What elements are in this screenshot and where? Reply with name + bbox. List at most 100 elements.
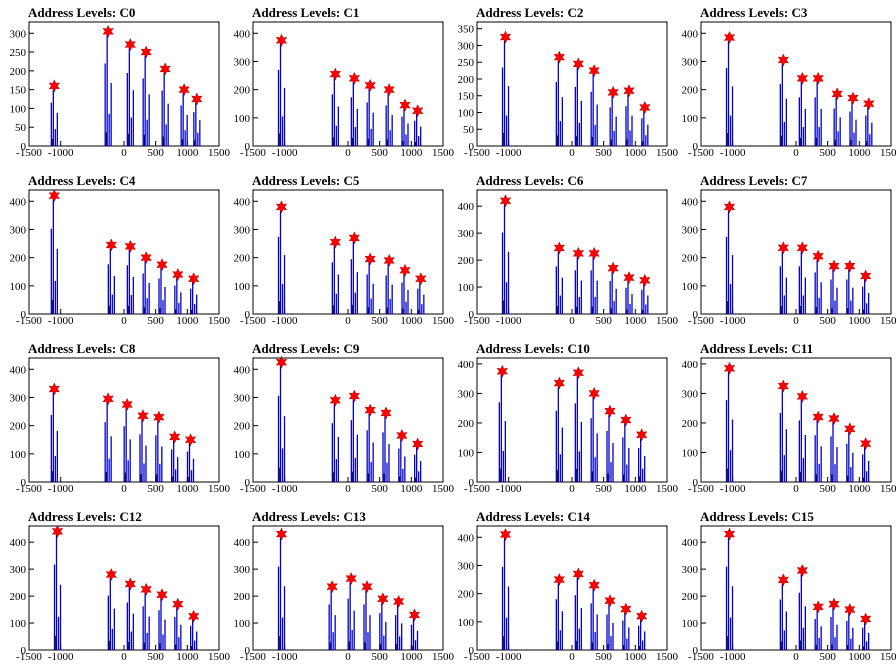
histogram-cluster <box>798 568 806 650</box>
histogram-cluster <box>190 277 198 314</box>
histogram-cluster <box>107 242 115 314</box>
x-tick-label: 1500 <box>880 315 896 327</box>
y-tick-label: 400 <box>234 28 251 40</box>
peak-marker <box>863 97 875 111</box>
x-tick-label: 1500 <box>432 651 455 663</box>
histogram-cluster <box>398 434 406 482</box>
x-tick-label: 500 <box>819 147 836 159</box>
histogram-cluster <box>846 427 854 482</box>
peak-marker <box>275 355 288 369</box>
chart-panel-c11: Address Levels: C11 0 100 200 300 400 -1500 -10… <box>672 336 896 504</box>
histogram-cluster <box>363 584 371 650</box>
x-tick-label: -1000 <box>720 147 746 159</box>
y-tick-label: 400 <box>458 359 475 371</box>
peak-marker <box>623 84 635 98</box>
y-tick-label: 300 <box>682 564 699 576</box>
peak-marker <box>496 364 509 378</box>
histogram-cluster <box>366 407 374 482</box>
y-tick-label: 100 <box>10 618 27 630</box>
x-tick-label: 0 <box>345 483 351 495</box>
histogram-cluster <box>833 92 841 146</box>
chart-svg-c2: Address Levels: C2 0 50 100 150 200 250 300 350 -… <box>458 5 679 159</box>
peak-marker <box>828 259 840 273</box>
chart-title: Address Levels: C3 <box>700 5 808 20</box>
peak-marker <box>187 272 200 286</box>
peak-marker <box>326 580 338 594</box>
peak-marker <box>847 91 859 105</box>
histogram-cluster <box>139 413 147 482</box>
histogram-cluster <box>779 57 787 146</box>
y-tick-label: 100 <box>234 618 251 630</box>
x-tick-label: -1000 <box>272 651 298 663</box>
histogram-cluster <box>625 276 633 314</box>
y-tick-label: 200 <box>234 253 251 265</box>
y-tick-label: 100 <box>682 618 699 630</box>
peak-marker <box>572 567 585 581</box>
y-tick-label: 0 <box>693 477 699 489</box>
histogram-cluster <box>401 269 409 314</box>
histogram-cluster <box>104 396 112 482</box>
y-tick-label: 100 <box>234 449 251 461</box>
chart-panel-c4: Address Levels: C4 0 100 200 300 400 -1500 -100… <box>0 168 231 336</box>
peak-marker <box>48 189 61 203</box>
histogram-cluster <box>830 602 838 650</box>
x-tick-label: 0 <box>569 651 575 663</box>
chart-title: Address Levels: C13 <box>252 509 366 524</box>
chart-title: Address Levels: C6 <box>476 173 584 188</box>
chart-title: Address Levels: C5 <box>252 173 360 188</box>
y-tick-label: 300 <box>682 56 699 68</box>
y-tick-label: 200 <box>234 591 251 603</box>
x-tick-label: -1000 <box>496 651 522 663</box>
peak-marker <box>620 602 632 616</box>
histogram-cluster <box>574 251 582 314</box>
x-tick-label: -1000 <box>48 147 74 159</box>
peak-marker <box>399 263 411 277</box>
peak-marker <box>588 386 600 401</box>
peak-marker <box>140 45 152 59</box>
x-tick-label: 1000 <box>176 315 199 327</box>
histogram-cluster <box>277 37 286 146</box>
histogram-cluster <box>277 358 286 482</box>
histogram-cluster <box>158 263 166 314</box>
x-tick-label: 500 <box>595 483 612 495</box>
x-tick-label: -1000 <box>496 483 522 495</box>
y-tick-label: 300 <box>10 392 27 404</box>
histogram-cluster <box>622 607 630 650</box>
peak-marker <box>184 433 197 447</box>
chart-panel-c7: Address Levels: C7 0 100 200 300 400 -1500 -100… <box>672 168 896 336</box>
y-tick-label: 350 <box>458 24 475 36</box>
y-tick-label: 0 <box>693 141 699 153</box>
peak-marker <box>553 241 566 255</box>
histogram-cluster <box>126 581 134 650</box>
x-tick-label: 0 <box>121 651 127 663</box>
peak-marker <box>844 422 856 436</box>
x-tick-label: 500 <box>371 651 388 663</box>
x-tick-label: 1500 <box>208 315 231 327</box>
histogram-cluster <box>107 572 115 650</box>
histogram-cluster <box>498 367 506 482</box>
histogram-cluster <box>609 266 617 314</box>
histogram-cluster <box>641 279 649 314</box>
histogram-cluster <box>590 68 598 146</box>
peak-marker <box>607 261 619 275</box>
peak-marker <box>844 259 856 273</box>
x-tick-label: 0 <box>569 147 575 159</box>
chart-svg-c12: Address Levels: C12 0 100 200 300 400 -1500 -10… <box>10 509 231 663</box>
histogram-cluster <box>328 584 336 650</box>
histogram-cluster <box>725 364 734 482</box>
histogram-cluster <box>385 87 393 146</box>
peak-marker <box>499 30 512 44</box>
histogram-cluster <box>555 245 563 314</box>
x-tick-label: 1000 <box>848 147 871 159</box>
peak-marker <box>124 239 137 253</box>
histogram-cluster <box>638 433 646 482</box>
histogram-cluster <box>417 277 425 314</box>
y-tick-label: 300 <box>10 224 27 236</box>
chart-panel-c3: Address Levels: C3 0 100 200 300 400 -1500 -100… <box>672 0 896 168</box>
histogram-cluster <box>190 615 198 650</box>
peak-marker <box>396 428 408 443</box>
peak-marker <box>796 389 809 403</box>
x-tick-label: -1000 <box>496 315 522 327</box>
histogram-cluster <box>350 235 358 314</box>
chart-title: Address Levels: C2 <box>476 5 583 20</box>
